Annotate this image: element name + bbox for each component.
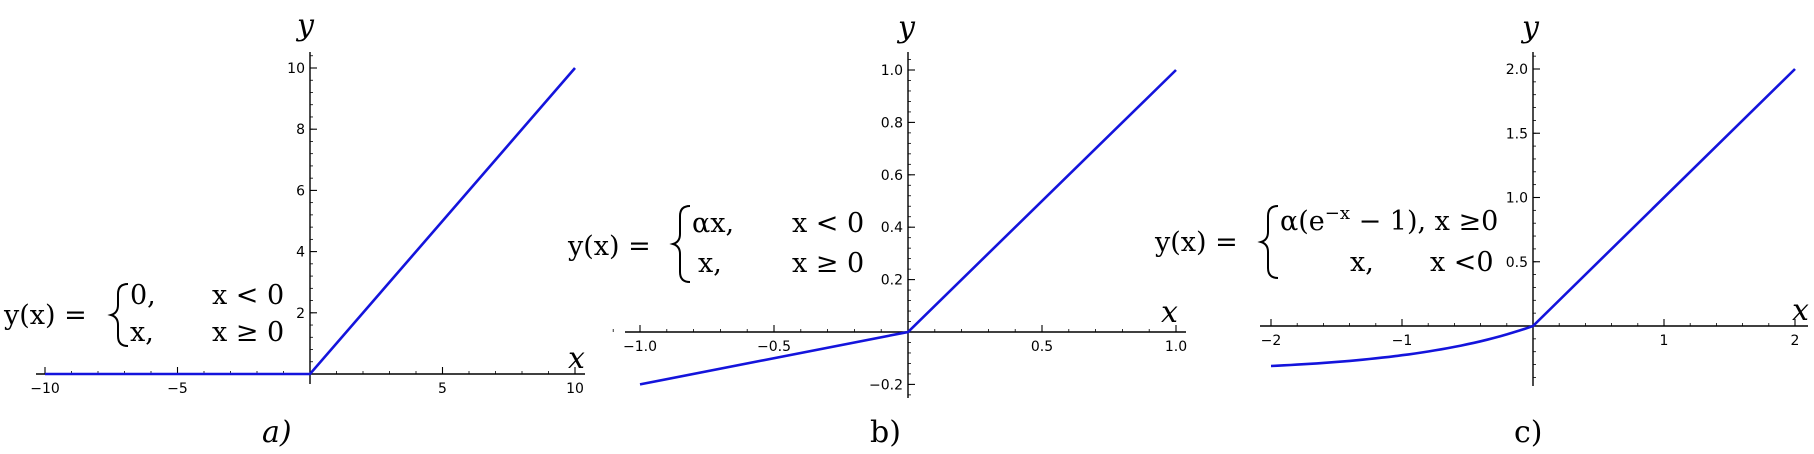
panel-b-y-tick-label: 1.0 xyxy=(881,63,903,79)
panel-a: −10 −5 5 10 2 4 6 8 10 x y a) y(x) = 0, x < 0 x,… xyxy=(3,8,585,450)
panel-a-formula-row1-cond: x < 0 xyxy=(212,280,284,311)
panel-b-axes: −1.0 −0.5 0.5 1.0 −0.2 0.2 0.4 0.6 0.8 1.0 xyxy=(612,52,1187,398)
panel-b-y-tick-label: −0.2 xyxy=(869,377,903,393)
panel-a-x-tick-label: 10 xyxy=(566,381,584,397)
panel-a-x-tick-label: 5 xyxy=(438,381,447,397)
panel-a-y-tick-label: 8 xyxy=(296,122,305,138)
panel-a-axes: −10 −5 5 10 2 4 6 8 10 xyxy=(30,52,585,397)
panel-b-y-tick-label: 0.4 xyxy=(881,220,903,236)
panel-b-formula-row1-expr: αx, xyxy=(692,208,734,239)
panel-c-formula-row1-sup: −x xyxy=(1325,203,1350,224)
panel-a-x-tick-label: −5 xyxy=(167,381,188,397)
panel-c: −2 −1 1 2 0.5 1.0 1.5 2.0 x y c) y(x) = α(e−x −… xyxy=(1154,10,1809,450)
panel-c-y-tick-label: 1.5 xyxy=(1506,126,1528,142)
panel-a-formula-row1-expr: 0, xyxy=(130,280,156,311)
panel-a-y-tick-label: 6 xyxy=(296,183,305,199)
panel-c-y-tick-label: 0.5 xyxy=(1506,255,1528,271)
panel-c-formula: y(x) = α(e−x − 1), x ≥0 x, x <0 xyxy=(1154,203,1498,279)
panel-b-formula-lhs: y(x) = xyxy=(567,231,651,262)
panel-a-series xyxy=(45,67,576,376)
panel-c-caption: c) xyxy=(1514,415,1543,450)
panel-c-y-tick-label: 2.0 xyxy=(1506,62,1528,78)
panel-b-y-tick-label: 0.8 xyxy=(881,115,903,131)
panel-c-series xyxy=(1270,68,1796,368)
panel-c-series-line xyxy=(1270,68,1796,368)
panel-c-y-axis-label: y xyxy=(1520,10,1540,45)
panel-b-y-axis-label: y xyxy=(896,10,916,45)
panel-c-x-axis-label: x xyxy=(1792,293,1809,328)
panel-a-y-axis-label: y xyxy=(295,8,315,43)
panel-b-x-tick-label: −0.5 xyxy=(757,339,791,355)
panel-b-y-tick-label: 0.6 xyxy=(881,168,903,184)
panel-b-caption: b) xyxy=(870,415,901,450)
panel-a-formula: y(x) = 0, x < 0 x, x ≥ 0 xyxy=(3,280,284,348)
panel-a-y-tick-label: 4 xyxy=(296,245,305,261)
panel-c-formula-row2-cond: x <0 xyxy=(1430,247,1494,278)
panel-b-formula-row2-expr: x, xyxy=(698,248,722,279)
panel-a-formula-brace xyxy=(107,283,129,347)
panel-b-formula-row2-cond: x ≥ 0 xyxy=(792,248,864,279)
panel-a-formula-lhs: y(x) = xyxy=(3,300,87,331)
panel-c-formula-brace xyxy=(1257,205,1279,279)
panel-a-caption: a) xyxy=(262,415,292,450)
panel-c-formula-row1: α(e−x − 1), x ≥0 xyxy=(1280,203,1498,237)
panel-a-formula-row2-expr: x, xyxy=(130,317,154,348)
panel-c-formula-lhs: y(x) = xyxy=(1154,227,1238,258)
panel-c-x-tick-label: −2 xyxy=(1261,333,1282,349)
panel-b-y-tick-label: 0.2 xyxy=(881,273,903,289)
panel-c-formula-row1-rest: − 1), x ≥0 xyxy=(1350,206,1498,237)
panel-a-series-line xyxy=(45,67,576,376)
panel-b-series-line xyxy=(639,69,1177,386)
panel-a-y-tick-label: 2 xyxy=(296,306,305,322)
panel-c-formula-row2-expr: x, xyxy=(1350,247,1374,278)
panel-c-x-tick-label: 1 xyxy=(1660,333,1669,349)
panel-a-x-axis-label: x xyxy=(568,341,585,376)
panel-c-x-tick-label: −1 xyxy=(1392,333,1413,349)
panel-b-x-tick-label: 1.0 xyxy=(1165,339,1187,355)
panel-b-x-axis-label: x xyxy=(1161,295,1178,330)
panel-c-y-tick-label: 1.0 xyxy=(1506,191,1528,207)
panel-b-series xyxy=(639,69,1177,386)
panel-b-formula-row1-cond: x < 0 xyxy=(792,208,864,239)
panel-b-x-tick-label: −1.0 xyxy=(623,339,657,355)
panel-a-y-tick-label: 10 xyxy=(287,61,305,77)
panel-c-x-tick-label: 2 xyxy=(1791,333,1800,349)
panel-c-formula-row1-expr: α(e xyxy=(1280,206,1325,237)
panel-a-x-tick-label: −10 xyxy=(30,381,60,397)
panel-b-formula-brace xyxy=(669,205,691,283)
panel-b: −1.0 −0.5 0.5 1.0 −0.2 0.2 0.4 0.6 0.8 1.0 x y b)… xyxy=(567,10,1187,450)
panel-b-formula: y(x) = αx, x < 0 x, x ≥ 0 xyxy=(567,205,864,283)
panel-b-x-tick-label: 0.5 xyxy=(1031,339,1053,355)
panel-a-formula-row2-cond: x ≥ 0 xyxy=(212,317,284,348)
